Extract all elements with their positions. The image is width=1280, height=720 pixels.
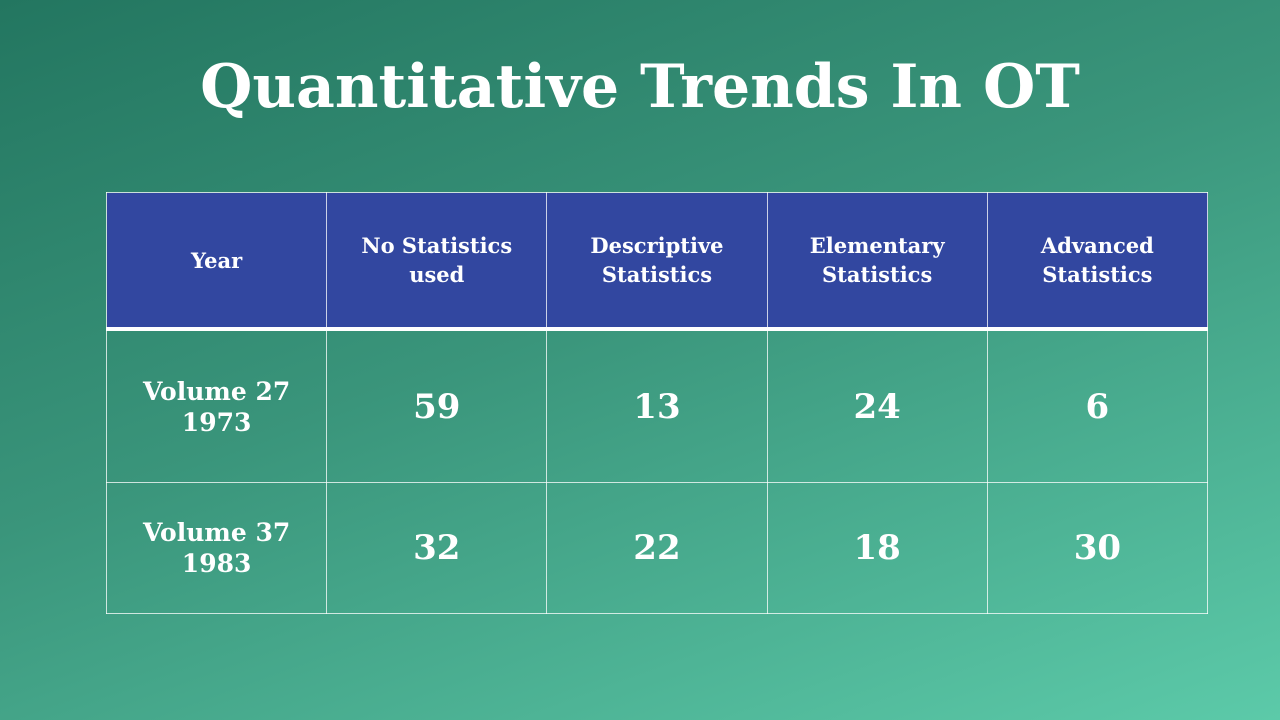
row-label-cell: Volume 27 1973: [105, 328, 328, 483]
row-label-line: Volume 27: [142, 376, 291, 406]
value-cell: 6: [986, 328, 1209, 483]
header-text: Elementary Statistics: [809, 233, 945, 287]
header-cell: Descriptive Statistics: [546, 192, 768, 331]
header-cell: Elementary Statistics: [766, 192, 988, 331]
header-cell: No Statistics used: [326, 192, 548, 331]
row-label-line: 1983: [181, 549, 252, 578]
row-label-line: Volume 37: [142, 518, 291, 547]
data-table: Year No Statistics used Descriptive Statis…: [105, 192, 1209, 614]
header-text: Year: [190, 247, 243, 273]
table-row: Volume 27 1973 59 13 24 6: [105, 328, 1209, 483]
value-cell: 32: [326, 482, 548, 614]
header-cell: Advanced Statistics: [986, 192, 1209, 331]
value-cell: 22: [546, 482, 768, 614]
value-cell: 24: [766, 328, 988, 483]
header-cell: Year: [105, 192, 328, 331]
header-text: No Statistics used: [361, 233, 513, 287]
slide-title: Quantitative Trends In OT: [200, 52, 1080, 122]
row-label-line: 1973: [181, 407, 252, 437]
value-cell: 59: [326, 328, 548, 483]
row-label-cell: Volume 37 1983: [105, 482, 328, 614]
table-body: Volume 27 1973 59 13 24 6 Volume 37 1983 32 22 18 3…: [105, 328, 1209, 614]
header-text: Descriptive Statistics: [590, 233, 724, 287]
value-cell: 13: [546, 328, 768, 483]
header-row: Year No Statistics used Descriptive Statis…: [105, 192, 1209, 331]
value-cell: 30: [986, 482, 1209, 614]
value-cell: 18: [766, 482, 988, 614]
table-row: Volume 37 1983 32 22 18 30: [105, 482, 1209, 614]
header-text: Advanced Statistics: [1040, 233, 1154, 287]
